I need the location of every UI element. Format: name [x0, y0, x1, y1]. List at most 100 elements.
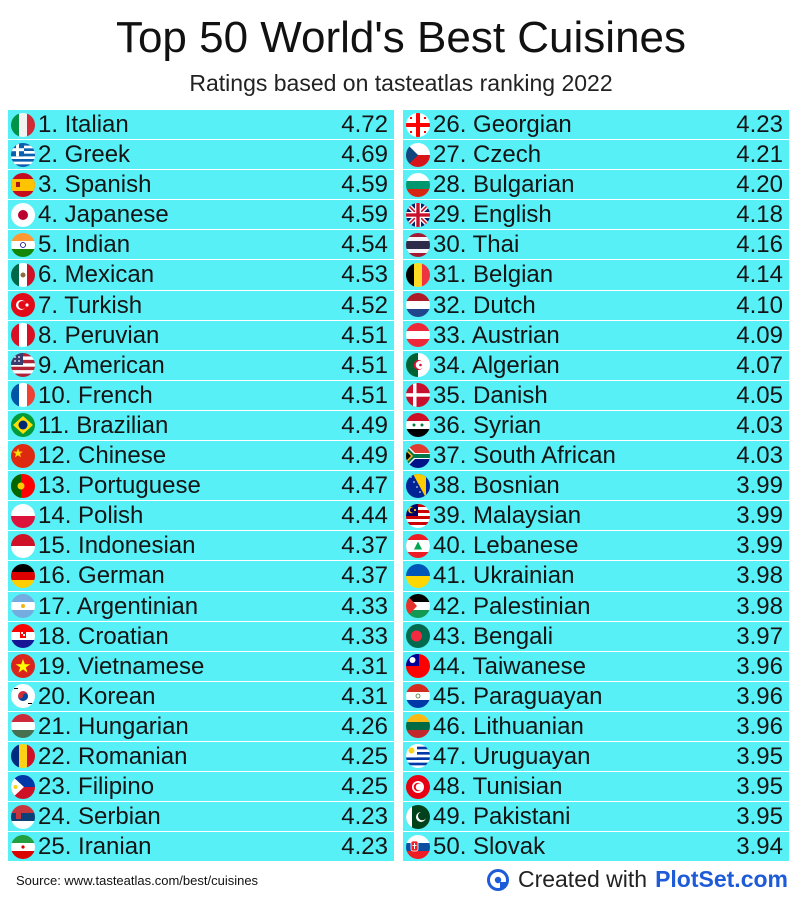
cuisine-label: 32. Dutch [433, 291, 536, 319]
lithuania-flag-icon [406, 714, 430, 739]
cuisine-label: 30. Thai [433, 231, 520, 259]
cuisine-label: 34. Algerian [433, 351, 560, 379]
table-row: 19. Vietnamese 4.31 [8, 651, 394, 681]
rating-value: 4.05 [736, 381, 783, 409]
romania-flag-icon [11, 744, 35, 769]
greece-flag-icon [11, 142, 35, 167]
table-row: 15. Indonesian 4.37 [8, 531, 394, 561]
credit-brand[interactable]: PlotSet.com [655, 866, 788, 892]
table-row: 28. Bulgarian 4.20 [403, 170, 789, 200]
table-row: 9. American 4.51 [8, 350, 394, 380]
rating-value: 4.03 [736, 442, 783, 470]
rating-value: 4.26 [341, 712, 388, 740]
rating-value: 3.95 [736, 742, 783, 770]
cuisine-label: 29. English [433, 201, 552, 229]
peru-flag-icon [11, 323, 35, 348]
indonesia-flag-icon [11, 533, 35, 558]
spain-flag-icon [11, 172, 35, 197]
netherlands-flag-icon [406, 293, 430, 318]
iran-flag-icon [11, 834, 35, 859]
rating-value: 4.14 [736, 261, 783, 289]
table-row: 33. Austrian 4.09 [403, 320, 789, 350]
rating-value: 3.99 [736, 472, 783, 500]
table-row: 23. Filipino 4.25 [8, 772, 394, 802]
cuisine-label: 26. Georgian [433, 111, 572, 138]
cuisine-label: 4. Japanese [38, 201, 169, 229]
rating-value: 4.51 [341, 321, 388, 349]
lebanon-flag-icon [406, 533, 430, 558]
rating-value: 4.69 [341, 141, 388, 169]
rating-value: 3.99 [736, 502, 783, 530]
cuisine-label: 36. Syrian [433, 411, 542, 439]
rating-value: 4.31 [341, 682, 388, 710]
argentina-flag-icon [11, 594, 35, 618]
rating-value: 4.25 [341, 773, 388, 801]
table-row: 17. Argentinian 4.33 [8, 591, 394, 621]
table-row: 12. Chinese 4.49 [8, 441, 394, 471]
table-row: 6. Mexican 4.53 [8, 260, 394, 290]
usa-flag-icon [11, 353, 35, 378]
table-row: 7. Turkish 4.52 [8, 290, 394, 320]
ranking-column-right: 26. Georgian 4.23 27. Czech 4.21 28. Bulgari… [403, 110, 789, 862]
croatia-flag-icon [11, 624, 35, 649]
cuisine-label: 47. Uruguayan [433, 742, 591, 770]
chart-subtitle: Ratings based on tasteatlas ranking 2022 [189, 70, 613, 96]
table-row: 39. Malaysian 3.99 [403, 501, 789, 531]
rating-value: 4.33 [341, 592, 388, 620]
rating-value: 4.37 [341, 532, 388, 560]
table-row: 43. Bengali 3.97 [403, 621, 789, 651]
cuisine-label: 44. Taiwanese [433, 652, 586, 680]
table-row: 29. English 4.18 [403, 200, 789, 230]
south-africa-flag-icon [406, 443, 430, 468]
cuisine-label: 3. Spanish [38, 171, 152, 199]
cuisine-label: 49. Pakistani [433, 803, 571, 831]
table-row: 30. Thai 4.16 [403, 230, 789, 260]
rating-value: 3.98 [736, 562, 783, 590]
table-row: 3. Spanish 4.59 [8, 170, 394, 200]
table-row: 10. French 4.51 [8, 380, 394, 410]
serbia-flag-icon [11, 804, 35, 829]
table-row: 5. Indian 4.54 [8, 230, 394, 260]
rating-value: 4.53 [341, 261, 388, 289]
italy-flag-icon [11, 112, 35, 137]
cuisine-label: 2. Greek [38, 141, 131, 169]
cuisine-label: 18. Croatian [38, 622, 169, 650]
syria-flag-icon [406, 413, 430, 438]
table-row: 45. Paraguayan 3.96 [403, 681, 789, 711]
tunisia-flag-icon [406, 774, 430, 799]
rating-value: 4.18 [736, 201, 783, 229]
rating-value: 4.52 [341, 291, 388, 319]
rating-value: 3.96 [736, 652, 783, 680]
hungary-flag-icon [11, 714, 35, 739]
rating-value: 3.97 [736, 622, 783, 650]
rating-value: 3.96 [736, 682, 783, 710]
cuisine-label: 16. German [38, 562, 165, 590]
taiwan-flag-icon [406, 654, 430, 679]
ranking-column-left: 1. Italian 4.72 2. Greek 4.69 3. Spanish 4.59… [8, 110, 394, 862]
rating-value: 3.95 [736, 773, 783, 801]
cuisine-label: 38. Bosnian [433, 472, 560, 500]
vietnam-flag-icon [11, 654, 35, 679]
source-note: Source: www.tasteatlas.com/best/cuisines [16, 873, 259, 888]
malaysia-flag-icon [406, 503, 430, 528]
bulgaria-flag-icon [406, 172, 430, 197]
table-row: 37. South African 4.03 [403, 441, 789, 471]
cuisine-label: 22. Romanian [38, 742, 188, 770]
table-row: 4. Japanese 4.59 [8, 200, 394, 230]
cuisine-label: 5. Indian [38, 231, 131, 259]
cuisine-label: 24. Serbian [38, 803, 161, 831]
rating-value: 4.10 [736, 291, 783, 319]
rating-value: 4.59 [341, 201, 388, 229]
uk-flag-icon [406, 202, 430, 227]
rating-value: 4.47 [341, 472, 388, 500]
poland-flag-icon [11, 503, 35, 528]
table-row: 24. Serbian 4.23 [8, 802, 394, 832]
cuisine-label: 23. Filipino [38, 773, 155, 801]
rating-value: 4.23 [341, 833, 388, 861]
cuisine-label: 20. Korean [38, 682, 156, 710]
table-row: 8. Peruvian 4.51 [8, 320, 394, 350]
cuisine-label: 9. American [38, 351, 165, 379]
table-row: 20. Korean 4.31 [8, 681, 394, 711]
plotset-credit[interactable]: Created with PlotSet.com [486, 866, 788, 893]
rating-value: 4.20 [736, 171, 783, 199]
